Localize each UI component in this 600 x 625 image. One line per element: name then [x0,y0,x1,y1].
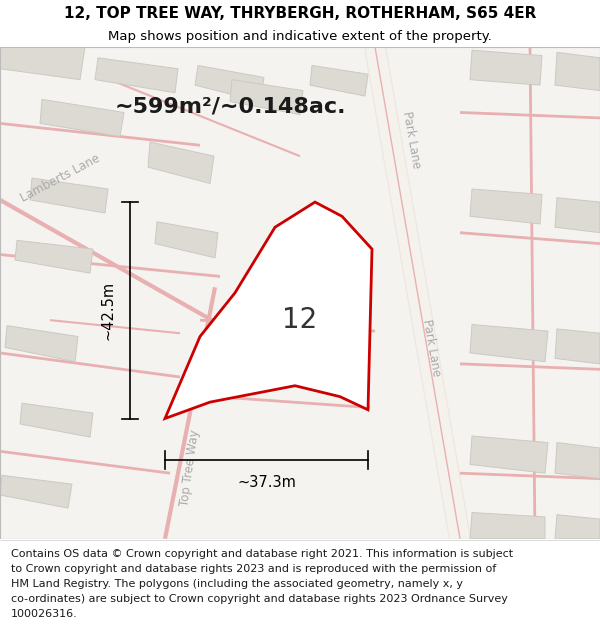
Polygon shape [195,66,264,101]
Text: Park Lane: Park Lane [400,110,423,169]
Polygon shape [470,512,545,539]
Text: HM Land Registry. The polygons (including the associated geometry, namely x, y: HM Land Registry. The polygons (includin… [11,579,463,589]
Polygon shape [0,47,85,79]
Text: Contains OS data © Crown copyright and database right 2021. This information is : Contains OS data © Crown copyright and d… [11,549,513,559]
Polygon shape [95,58,178,92]
Polygon shape [310,66,368,96]
Polygon shape [230,79,303,114]
Text: ~42.5m: ~42.5m [100,281,115,340]
Polygon shape [470,324,548,362]
Polygon shape [470,189,542,224]
Polygon shape [5,326,78,362]
Polygon shape [0,476,72,508]
Polygon shape [470,436,548,473]
Text: Park Lane: Park Lane [420,318,443,377]
Text: to Crown copyright and database rights 2023 and is reproduced with the permissio: to Crown copyright and database rights 2… [11,564,496,574]
Polygon shape [155,222,218,258]
Text: 12: 12 [283,306,317,334]
Text: 12, TOP TREE WAY, THRYBERGH, ROTHERHAM, S65 4ER: 12, TOP TREE WAY, THRYBERGH, ROTHERHAM, … [64,6,536,21]
Text: Top Tree Way: Top Tree Way [178,429,202,507]
Text: Lamberts Lane: Lamberts Lane [18,152,102,204]
Polygon shape [555,198,600,232]
Text: 100026316.: 100026316. [11,609,77,619]
Polygon shape [470,50,542,85]
Polygon shape [555,442,600,479]
Polygon shape [555,515,600,539]
Text: ~599m²/~0.148ac.: ~599m²/~0.148ac. [115,97,347,117]
Polygon shape [555,52,600,91]
Text: co-ordinates) are subject to Crown copyright and database rights 2023 Ordnance S: co-ordinates) are subject to Crown copyr… [11,594,508,604]
Polygon shape [15,241,93,273]
Polygon shape [148,142,214,184]
Polygon shape [20,403,93,437]
Polygon shape [40,99,124,136]
Polygon shape [165,202,372,419]
Text: Map shows position and indicative extent of the property.: Map shows position and indicative extent… [108,30,492,43]
Polygon shape [30,178,108,213]
Polygon shape [555,329,600,364]
Text: ~37.3m: ~37.3m [237,476,296,491]
